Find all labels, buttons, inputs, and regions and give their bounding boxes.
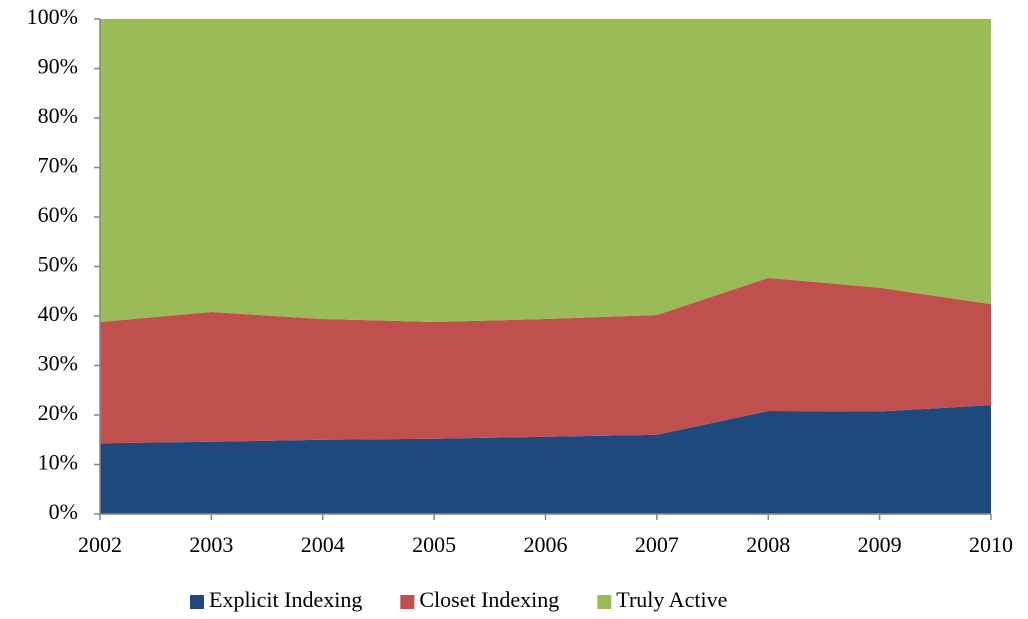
y-tick-label: 90% <box>38 54 78 79</box>
x-tick-label: 2009 <box>858 532 902 557</box>
y-tick-label: 40% <box>38 301 78 326</box>
x-tick-label: 2004 <box>301 532 345 557</box>
x-tick-label: 2003 <box>189 532 233 557</box>
x-tick-label: 2010 <box>969 532 1013 557</box>
y-tick-label: 20% <box>38 400 78 425</box>
legend-label: Explicit Indexing <box>209 587 362 612</box>
x-tick-label: 2006 <box>524 532 568 557</box>
x-tick-label: 2002 <box>78 532 122 557</box>
y-tick-label: 30% <box>38 351 78 376</box>
y-tick-label: 60% <box>38 202 78 227</box>
legend-swatch <box>190 595 204 609</box>
area <box>100 277 991 444</box>
y-tick-label: 50% <box>38 252 78 277</box>
legend-swatch <box>400 595 415 609</box>
area <box>100 19 991 322</box>
y-tick-label: 80% <box>38 103 78 128</box>
x-tick-label: 2005 <box>412 532 456 557</box>
legend-label: Closet Indexing <box>419 587 559 612</box>
y-tick-label: 0% <box>49 499 78 524</box>
y-tick-label: 100% <box>27 4 78 29</box>
y-tick-label: 70% <box>38 153 78 178</box>
x-tick-label: 2008 <box>746 532 790 557</box>
legend-label: Truly Active <box>616 587 727 612</box>
area <box>100 405 991 514</box>
x-tick-label: 2007 <box>635 532 679 557</box>
y-tick-label: 10% <box>38 450 78 475</box>
legend-swatch <box>597 595 612 609</box>
